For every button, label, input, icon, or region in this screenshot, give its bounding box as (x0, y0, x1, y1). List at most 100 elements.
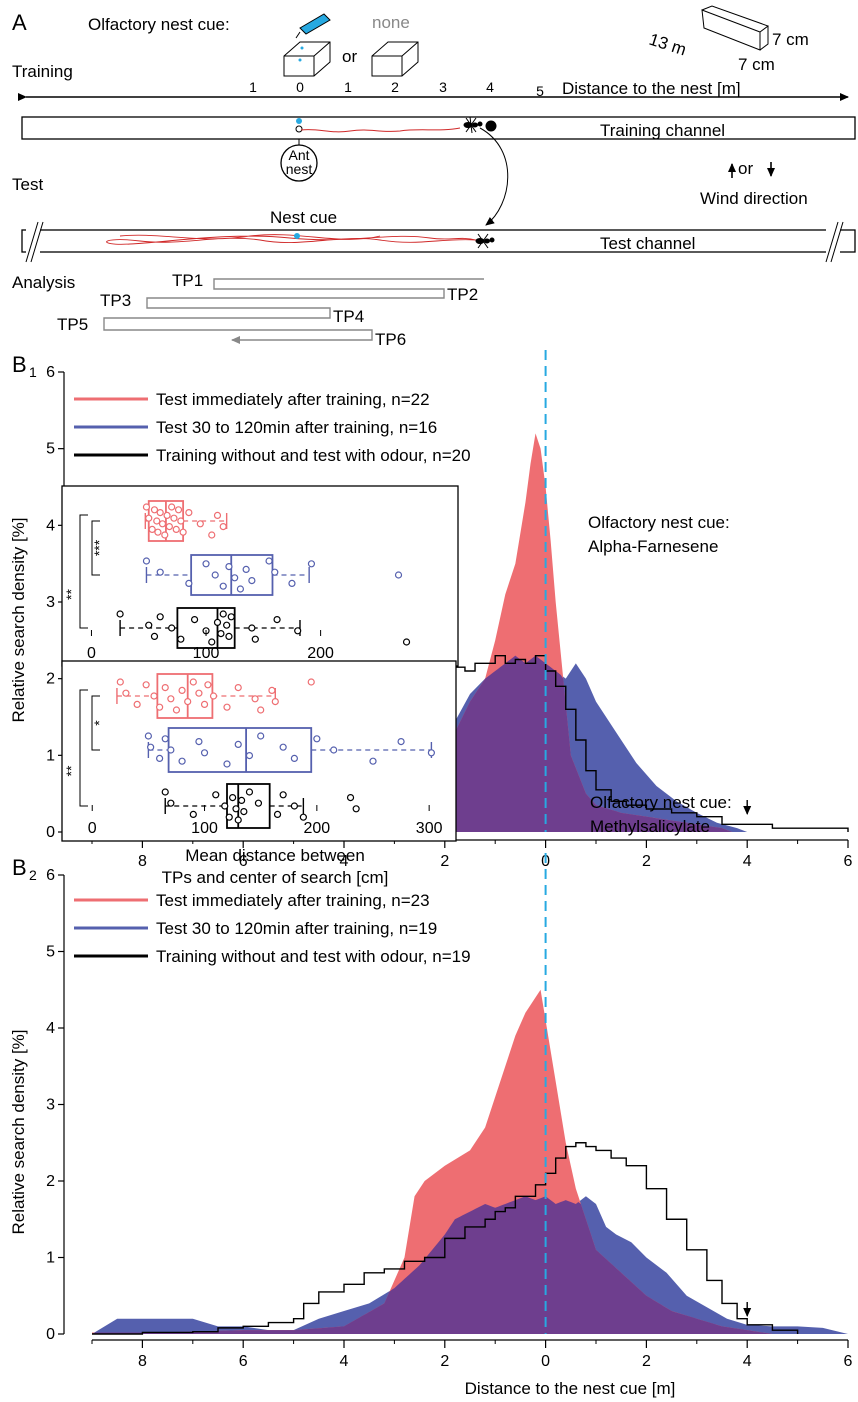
box-point (208, 531, 216, 539)
wind-direction-label: Wind direction (700, 189, 808, 208)
box-point (223, 703, 231, 711)
legend-entry: Training without and test with odour, n=… (156, 446, 471, 465)
x-tick-label: 4 (743, 1353, 752, 1370)
box-point (161, 735, 169, 743)
training-channel-label: Training channel (600, 121, 725, 140)
x-tick-label: 4 (340, 1353, 349, 1370)
box-point (150, 506, 159, 514)
training-trajectory (300, 127, 461, 133)
box-point (179, 528, 187, 536)
box-point (167, 799, 175, 807)
box-point (168, 503, 176, 511)
box-point (251, 635, 259, 643)
y-tick-label: 3 (46, 1097, 55, 1114)
box-point (231, 574, 239, 582)
legend-entry: Test immediately after training, n=22 (156, 390, 430, 409)
box-point (133, 700, 141, 709)
box-point (184, 697, 192, 706)
panel-subscript: 1 (29, 364, 37, 380)
box-point (142, 503, 151, 511)
nest-cue-label: Nest cue (270, 208, 337, 227)
box-point (147, 743, 155, 751)
annotation-line: Olfactory nest cue: (588, 513, 730, 532)
box-point (245, 788, 254, 796)
box-point (238, 796, 246, 805)
box-point (242, 565, 250, 574)
box-point (271, 697, 279, 706)
odour-cube-icon (283, 41, 331, 77)
x-tick-label: 4 (340, 853, 349, 870)
significance-bracket (91, 695, 100, 751)
inset-tick-label: 100 (193, 645, 220, 662)
box-point (174, 506, 183, 514)
y-tick-label: 5 (46, 441, 55, 458)
legend-entry: Training without and test with odour, n=… (156, 947, 471, 966)
box-point (150, 632, 159, 641)
inset-tick-label: 0 (88, 820, 97, 837)
distance-axis-label: Distance to the nest [m] (562, 79, 741, 98)
inset-tick-label: 200 (303, 820, 330, 837)
box-point (202, 560, 210, 568)
x-tick-label: 2 (440, 1353, 449, 1370)
box-point (208, 638, 216, 646)
box-point (161, 788, 169, 796)
box-point (142, 681, 150, 689)
x-tick-label: 2 (642, 1353, 651, 1370)
box-point (265, 557, 273, 565)
box-point (195, 737, 203, 746)
box-point (196, 520, 204, 528)
box-point (299, 813, 307, 821)
series-line-black (92, 1142, 799, 1335)
box-point (307, 560, 316, 568)
box-point (346, 793, 355, 802)
ant-nest-label: Ant (288, 147, 309, 163)
tp-label: TP2 (447, 285, 478, 304)
distance-tick: 2 (391, 79, 399, 95)
box-point (177, 635, 185, 643)
significance-stars: *** (91, 539, 107, 556)
box-point (178, 686, 186, 695)
y-tick-label: 5 (46, 944, 55, 961)
significance-bracket (79, 514, 88, 629)
significance-stars: * (91, 720, 107, 726)
box-point (219, 582, 227, 590)
y-tick-label: 0 (46, 824, 55, 841)
box-point (234, 740, 242, 749)
tp-label: TP5 (57, 315, 88, 334)
box-point (290, 754, 298, 763)
wind-or-label: or (738, 159, 753, 178)
ant-nest-icon (280, 144, 318, 182)
box-point (279, 743, 287, 751)
significance-stars: ** (63, 589, 79, 600)
box-point (427, 749, 435, 757)
x-axis-label: Distance to the nest cue [m] (465, 1379, 676, 1398)
box-point (172, 525, 180, 534)
x-tick-label: 6 (844, 853, 853, 870)
significance-stars: ** (63, 765, 79, 776)
box-point (172, 706, 181, 714)
box-point (225, 813, 233, 821)
box-point (200, 749, 209, 757)
box-point (223, 760, 231, 768)
box-point (213, 618, 222, 627)
annotation-line: Methylsalicylate (590, 817, 710, 836)
y-tick-label: 2 (46, 1173, 55, 1190)
box-point (251, 695, 259, 703)
box-point (330, 746, 338, 754)
box-point (168, 624, 176, 632)
annotation-line: Alpha-Farnesene (588, 537, 718, 556)
box-iqr (176, 607, 236, 649)
box-point (294, 627, 302, 635)
box-point (307, 678, 315, 686)
channel-height: 7 cm (772, 30, 809, 49)
box-point (156, 703, 164, 711)
box-point (352, 805, 360, 813)
box-point (369, 757, 377, 765)
channel-break-left (25, 221, 44, 263)
significance-bracket (79, 689, 88, 807)
nest-cue-dot (296, 118, 302, 124)
or-label: or (342, 47, 357, 66)
box-point (232, 805, 240, 813)
channel-length: 13 m (647, 30, 689, 60)
y-tick-label: 6 (46, 867, 55, 884)
